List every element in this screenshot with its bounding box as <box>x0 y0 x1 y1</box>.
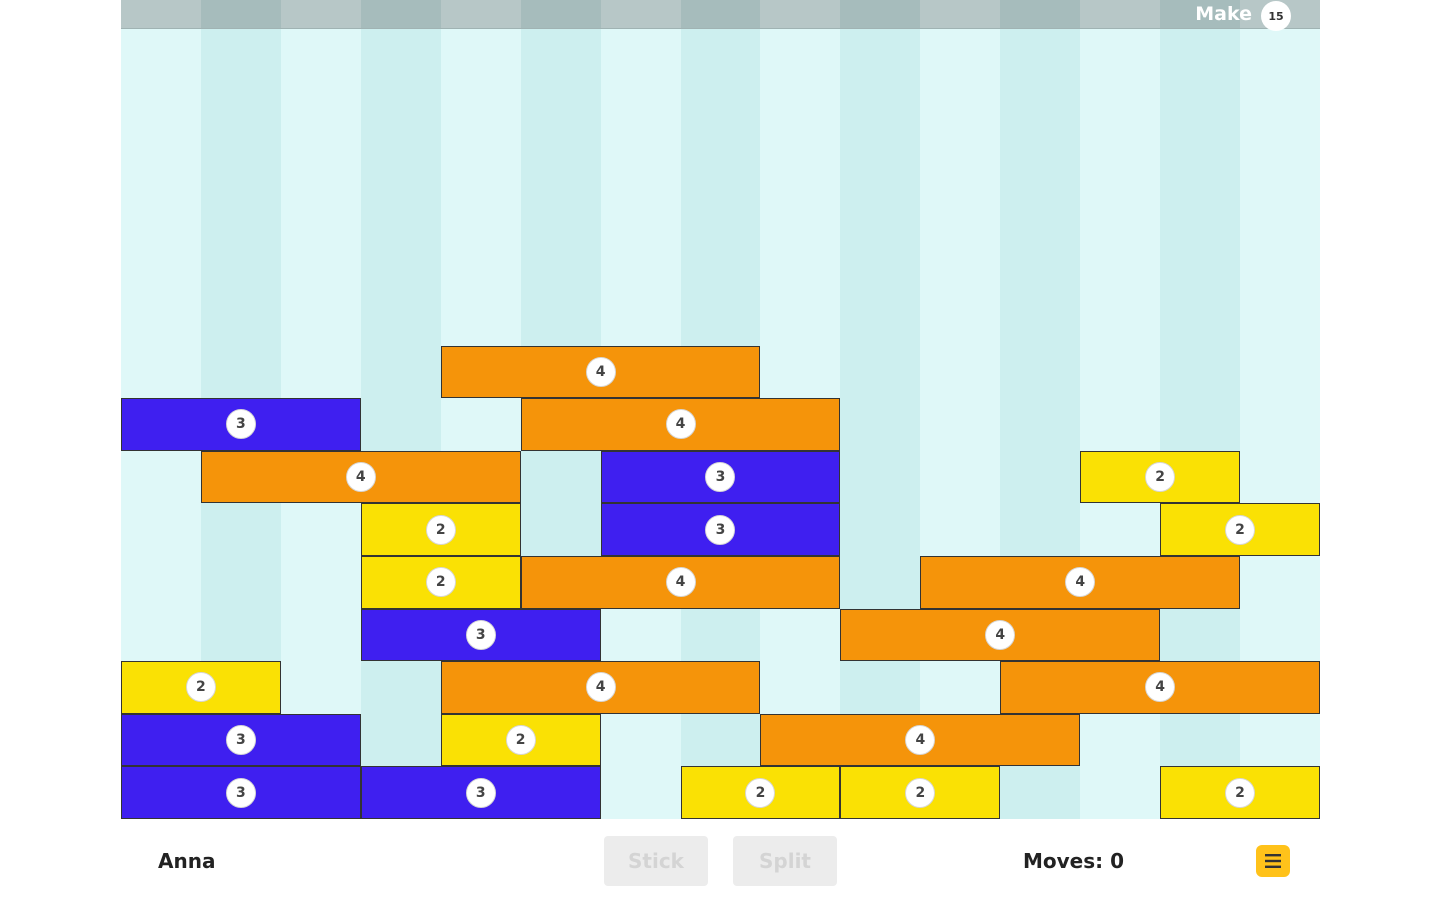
number-block-3[interactable]: 3 <box>600 450 841 504</box>
stick-button[interactable]: Stick <box>604 836 708 886</box>
target-bar-stripes <box>121 0 1320 28</box>
target-bar-stripe <box>760 0 841 28</box>
block-value-badge: 4 <box>905 725 936 756</box>
number-block-3[interactable]: 3 <box>360 766 601 819</box>
number-block-2[interactable]: 2 <box>360 503 521 556</box>
block-value-badge: 2 <box>745 777 776 808</box>
board-column <box>840 0 921 819</box>
number-block-4[interactable]: 4 <box>200 450 521 504</box>
target-bar-stripe <box>680 0 761 28</box>
number-block-4[interactable]: 4 <box>520 398 841 451</box>
number-block-2[interactable]: 2 <box>840 766 1001 819</box>
number-block-4[interactable]: 4 <box>760 713 1081 767</box>
block-value-badge: 4 <box>345 462 376 493</box>
block-value-badge: 3 <box>705 514 736 545</box>
target-bar-stripe <box>360 0 442 28</box>
target-label: Make <box>1195 3 1252 25</box>
number-block-2[interactable]: 2 <box>1160 766 1320 819</box>
target-bar-stripe <box>1160 0 1241 28</box>
target-bar: Make 15 <box>121 0 1320 31</box>
block-value-badge: 4 <box>985 619 1016 650</box>
number-block-2[interactable]: 2 <box>1160 503 1320 556</box>
block-value-badge: 3 <box>465 619 496 650</box>
target-bar-stripe <box>1000 0 1081 28</box>
block-value-badge: 3 <box>705 462 736 493</box>
number-block-3[interactable]: 3 <box>121 713 361 767</box>
block-value-badge: 3 <box>225 725 256 756</box>
block-value-badge: 4 <box>585 356 616 387</box>
block-value-badge: 2 <box>905 777 936 808</box>
block-value-badge: 2 <box>185 672 216 703</box>
menu-button[interactable] <box>1256 845 1290 877</box>
block-value-badge: 2 <box>505 725 536 756</box>
number-block-3[interactable]: 3 <box>121 766 361 819</box>
number-block-2[interactable]: 2 <box>360 556 521 609</box>
number-block-4[interactable]: 4 <box>440 345 761 399</box>
number-block-4[interactable]: 4 <box>920 556 1241 609</box>
block-value-badge: 3 <box>225 409 256 440</box>
target-bar-stripe <box>600 0 682 28</box>
block-value-badge: 4 <box>665 409 696 440</box>
block-value-badge: 2 <box>425 567 456 598</box>
player-name: Anna <box>158 849 216 873</box>
split-button[interactable]: Split <box>733 836 837 886</box>
block-value-badge: 2 <box>425 514 456 545</box>
block-value-badge: 2 <box>1225 777 1256 808</box>
target-bar-stripe <box>200 0 282 28</box>
number-block-2[interactable]: 2 <box>440 713 601 767</box>
number-block-3[interactable]: 3 <box>600 503 841 556</box>
target-value-badge: 15 <box>1261 1 1291 31</box>
number-block-2[interactable]: 2 <box>1080 450 1241 504</box>
board-column <box>920 0 1001 819</box>
target-bar-stripe <box>1080 0 1161 28</box>
block-value-badge: 4 <box>1065 567 1096 598</box>
block-value-badge: 2 <box>1145 462 1176 493</box>
block-value-badge: 2 <box>1225 514 1256 545</box>
number-block-2[interactable]: 2 <box>121 661 281 714</box>
block-value-badge: 3 <box>225 777 256 808</box>
number-block-4[interactable]: 4 <box>440 661 761 714</box>
number-block-4[interactable]: 4 <box>1000 661 1320 714</box>
target-bar-stripe <box>520 0 602 28</box>
target-bar-stripe <box>280 0 362 28</box>
number-block-4[interactable]: 4 <box>840 608 1161 662</box>
target-bar-stripe <box>121 0 202 28</box>
board-column <box>360 0 442 819</box>
hamburger-icon <box>1265 854 1281 868</box>
number-block-3[interactable]: 3 <box>360 608 601 662</box>
target-bar-stripe <box>440 0 522 28</box>
block-value-badge: 4 <box>585 672 616 703</box>
block-value-badge: 3 <box>465 777 496 808</box>
block-value-badge: 4 <box>665 567 696 598</box>
number-block-4[interactable]: 4 <box>520 556 841 609</box>
block-value-badge: 4 <box>1145 672 1176 703</box>
number-block-2[interactable]: 2 <box>680 766 841 819</box>
target-bar-stripe <box>840 0 921 28</box>
moves-counter: Moves: 0 <box>1023 849 1125 873</box>
target-bar-stripe <box>920 0 1001 28</box>
number-block-3[interactable]: 3 <box>121 398 361 451</box>
